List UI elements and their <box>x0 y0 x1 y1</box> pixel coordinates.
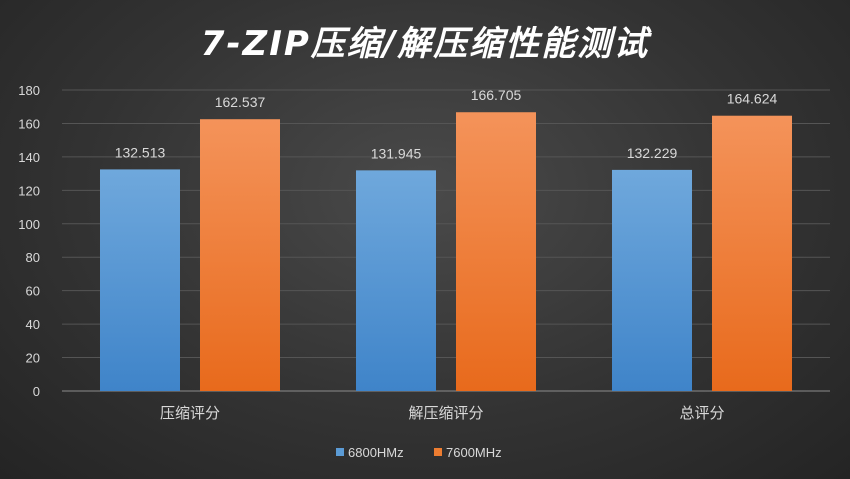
y-tick-label: 80 <box>26 250 40 265</box>
y-tick-label: 20 <box>26 351 40 366</box>
data-label: 164.624 <box>727 91 778 107</box>
data-label: 131.945 <box>371 145 422 161</box>
bar-7600MHz-0 <box>200 119 280 391</box>
y-tick-label: 160 <box>18 116 40 131</box>
y-tick-label: 140 <box>18 150 40 165</box>
y-tick-label: 0 <box>33 384 40 399</box>
y-tick-label: 60 <box>26 284 40 299</box>
y-tick-label: 180 <box>18 83 40 98</box>
data-label: 132.229 <box>627 145 678 161</box>
category-label: 解压缩评分 <box>408 405 483 422</box>
chart-title: 7-ZIP压缩/解压缩性能测试 <box>200 24 650 64</box>
bar-7600MHz-2 <box>712 115 792 391</box>
bars <box>100 112 792 392</box>
legend-label: 6800HMz <box>348 445 404 460</box>
legend-label: 7600MHz <box>446 445 502 460</box>
data-label: 166.705 <box>471 87 522 103</box>
category-label: 总评分 <box>679 405 724 422</box>
bar-6800HMz-1 <box>356 170 436 391</box>
y-tick-label: 120 <box>18 183 40 198</box>
data-label: 162.537 <box>215 94 266 110</box>
bar-6800HMz-0 <box>100 169 180 391</box>
legend-swatch <box>434 448 442 456</box>
gridlines <box>62 89 830 392</box>
data-label: 132.513 <box>115 144 166 160</box>
y-tick-label: 100 <box>18 217 40 232</box>
bar-7600MHz-1 <box>456 112 536 392</box>
y-tick-label: 40 <box>26 317 40 332</box>
data-labels: 132.513 162.537 131.945 166.705 132.229 164.6… <box>115 87 778 161</box>
y-axis: 0 20 40 60 80 100 120 140 160 180 <box>18 83 40 399</box>
x-axis: 压缩评分 解压缩评分 总评分 <box>160 405 725 422</box>
legend: 6800HMz 7600MHz <box>336 445 502 460</box>
legend-swatch <box>336 448 344 456</box>
bar-6800HMz-2 <box>612 169 692 391</box>
category-label: 压缩评分 <box>160 405 220 422</box>
